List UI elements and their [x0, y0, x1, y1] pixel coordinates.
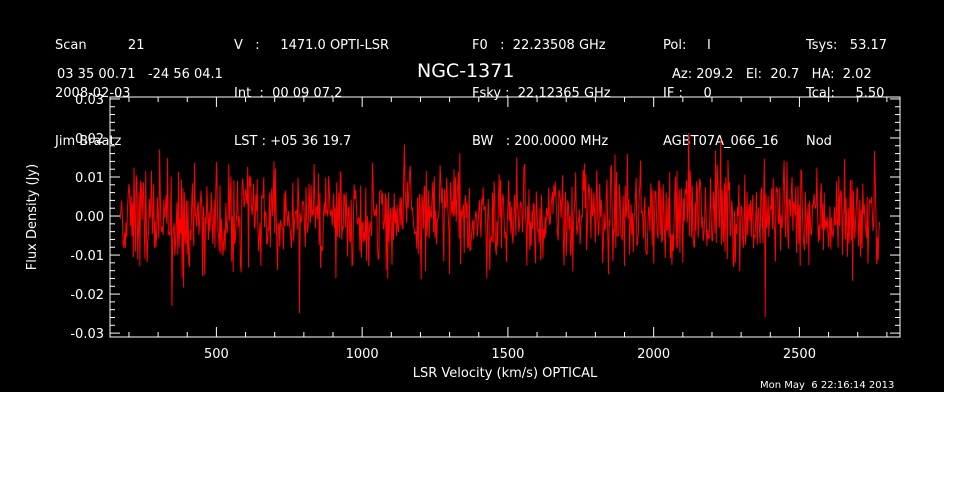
pol-label: Pol: I: [663, 38, 711, 53]
f0-label: F0 : 22.23508 GHz: [472, 38, 606, 53]
proc-label: Nod: [806, 134, 832, 149]
if-label: IF : 0: [663, 86, 712, 101]
axes-layer: 500 1000 1500 2000 2500 -0.03 -0.02 -0.01 0.00 0.…: [25, 93, 901, 381]
velocity-label: V : 1471.0 OPTI-LSR: [234, 38, 390, 53]
observer-label: Jim Braatz: [55, 134, 122, 149]
bw-label: BW : 200.0000 MHz: [472, 134, 609, 149]
source-title: NGC-1371: [417, 60, 515, 82]
y-tick-label: 0.00: [75, 210, 104, 225]
lst-label: LST : +05 36 19.7: [234, 134, 352, 149]
y-tick-label: -0.01: [70, 249, 104, 264]
x-tick-label: 500: [204, 347, 229, 362]
plot-panel: Scan 21 2008-02-03 Jim Braatz V : 1471.0…: [0, 0, 944, 392]
y-tick-label: -0.03: [70, 327, 104, 342]
x-tick-label: 2000: [637, 347, 670, 362]
coordinates: 03 35 00.71 -24 56 04.1: [57, 67, 223, 82]
y-tick-label: 0.01: [75, 171, 104, 186]
x-axis-label: LSR Velocity (km/s) OPTICAL: [413, 366, 598, 381]
plot-timestamp: Mon May 6 22:16:14 2013: [760, 380, 895, 391]
y-tick-label: 0.03: [75, 93, 104, 108]
pointing-info: Az: 209.2 El: 20.7 HA: 2.02: [672, 67, 872, 82]
y-axis-label: Flux Density (Jy): [25, 164, 40, 270]
x-tick-label: 1500: [491, 347, 524, 362]
spectrum-trace-layer: [119, 132, 881, 318]
scan-label: Scan 21: [55, 38, 145, 53]
plot-frame: [109, 96, 901, 338]
tsys-label: Tsys: 53.17: [806, 38, 888, 53]
y-tick-label: -0.02: [70, 288, 104, 303]
header-col-scan: Scan 21 2008-02-03 Jim Braatz: [55, 6, 144, 182]
spectrum-trace: [119, 132, 881, 318]
x-tick-label: 1000: [346, 347, 379, 362]
x-tick-label: 2500: [783, 347, 816, 362]
spectrum-chart: 500 1000 1500 2000 2500 -0.03 -0.02 -0.01 0.00 0.…: [25, 93, 901, 381]
y-tick-label: 0.02: [75, 132, 104, 147]
